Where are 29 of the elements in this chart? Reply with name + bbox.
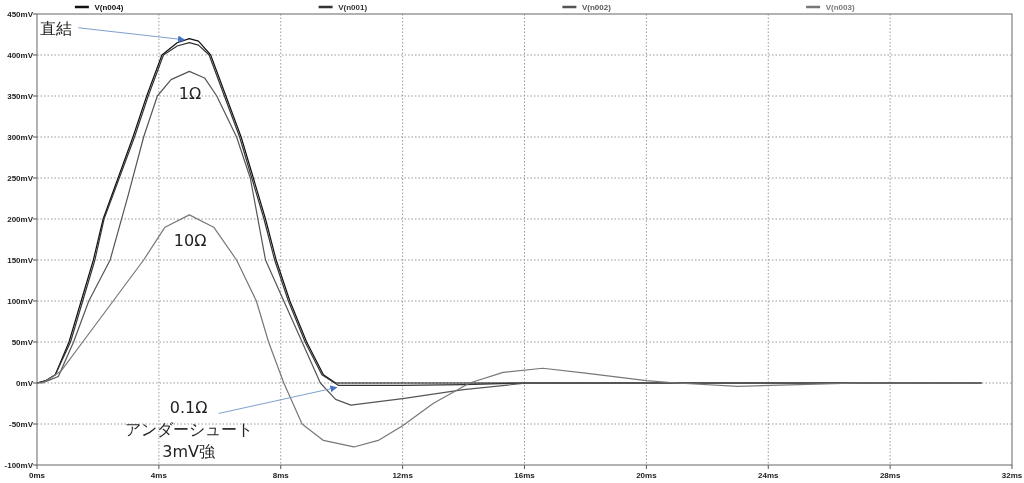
y-tick-label: 50mV bbox=[11, 338, 34, 347]
legend-label: V(n003) bbox=[825, 3, 855, 12]
x-tick-label: 24ms bbox=[758, 471, 780, 480]
annotation: 直結 bbox=[40, 18, 73, 38]
y-tick-label: 150mV bbox=[7, 256, 34, 265]
y-tick-label: 200mV bbox=[7, 215, 34, 224]
x-tick-label: 12ms bbox=[392, 471, 414, 480]
y-tick-label: -100mV bbox=[4, 461, 34, 470]
x-tick-label: 28ms bbox=[879, 471, 901, 480]
x-tick-label: 16ms bbox=[514, 471, 536, 480]
legend-label: V(n002) bbox=[581, 3, 612, 12]
annotation: 1Ω bbox=[178, 83, 202, 103]
y-tick-label: 450mV bbox=[7, 10, 34, 19]
annotation: 10Ω bbox=[173, 230, 207, 250]
legend-label: V(n004) bbox=[94, 3, 124, 12]
annotation: 0.1Ω アンダーシュート 3mV強 bbox=[124, 398, 253, 462]
y-tick-label: 100mV bbox=[7, 297, 34, 306]
y-tick-label: 350mV bbox=[7, 92, 34, 101]
legend-label: V(n001) bbox=[338, 3, 368, 12]
y-tick-label: 400mV bbox=[7, 51, 34, 60]
x-tick-label: 0ms bbox=[28, 471, 46, 480]
y-tick-label: 250mV bbox=[7, 174, 34, 183]
y-tick-label: 0mV bbox=[16, 379, 34, 388]
x-tick-label: 8ms bbox=[272, 471, 290, 480]
y-tick-label: -50mV bbox=[8, 420, 34, 429]
x-tick-label: 4ms bbox=[150, 471, 168, 480]
y-tick-label: 300mV bbox=[7, 133, 34, 142]
x-tick-label: 20ms bbox=[636, 471, 658, 480]
x-tick-label: 32ms bbox=[1001, 471, 1023, 480]
